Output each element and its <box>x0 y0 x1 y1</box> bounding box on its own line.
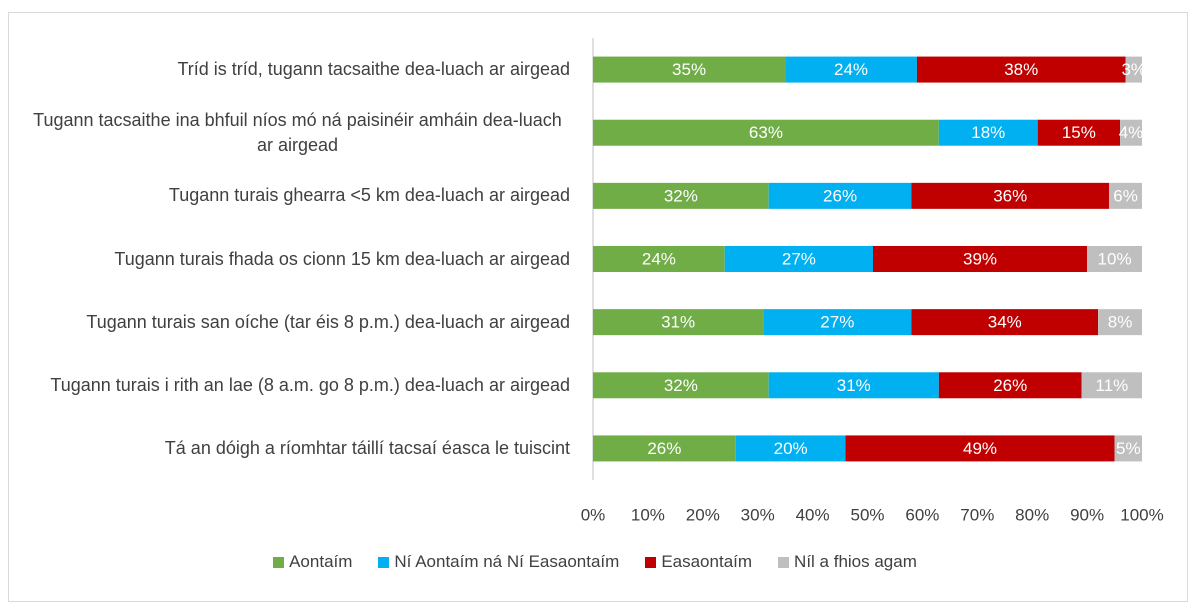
x-tick-label: 30% <box>741 505 775 524</box>
category-label: Tugann turais ghearra <5 km dea-luach ar… <box>169 166 570 226</box>
bar-segment <box>1120 119 1142 146</box>
x-tick-label: 70% <box>960 505 994 524</box>
bar-segment <box>593 246 725 272</box>
bar-segment <box>768 372 939 399</box>
data-label: 49% <box>963 439 997 458</box>
data-label: 20% <box>774 439 808 458</box>
bar-segment <box>911 309 1099 336</box>
bar-segment <box>872 246 1088 272</box>
data-label: 6% <box>1113 186 1138 205</box>
bar-segment <box>735 435 846 462</box>
bar-segment <box>593 372 769 399</box>
data-label: 35% <box>672 60 706 79</box>
data-label: 27% <box>782 249 816 268</box>
data-label: 31% <box>837 376 871 395</box>
category-text: Tugann turais ghearra <5 km dea-luach ar… <box>168 185 570 206</box>
category-label: Tríd is tríd, tugann tacsaithe dea-luach… <box>177 40 570 100</box>
x-tick-label: 10% <box>631 505 665 524</box>
bar-segment <box>1125 56 1142 83</box>
bar-segment <box>1081 372 1142 399</box>
x-tick-label: 40% <box>796 505 830 524</box>
data-label: 63% <box>749 123 783 142</box>
legend-item: Easaontaím <box>645 552 752 572</box>
data-label: 5% <box>1116 439 1141 458</box>
category-label: Tugann turais san oíche (tar éis 8 p.m.)… <box>86 292 570 352</box>
legend-swatch <box>778 556 790 568</box>
bar-segment <box>916 56 1126 83</box>
legend-item: Aontaím <box>273 552 352 572</box>
data-label: 36% <box>993 186 1027 205</box>
legend: Aontaím Ní Aontaím ná Ní Easaontaím Easaon… <box>0 552 1190 572</box>
data-label: 10% <box>1098 249 1132 268</box>
data-label: 24% <box>642 249 676 268</box>
category-text: Tá an dóigh a ríomhtar táillí tacsaí éas… <box>164 437 570 458</box>
x-tick-label: 0% <box>581 505 606 524</box>
data-label: 15% <box>1062 123 1096 142</box>
category-label: Tugann turais fhada os cionn 15 km dea-l… <box>114 229 570 289</box>
x-tick-label: 20% <box>686 505 720 524</box>
category-label: Tugann turais i rith an lae (8 a.m. go 8… <box>50 355 570 415</box>
data-label: 31% <box>661 313 695 332</box>
category-text: Tugann turais san oíche (tar éis 8 p.m.)… <box>86 311 570 332</box>
bar-segment <box>1037 119 1121 146</box>
bar-segment <box>593 56 786 83</box>
x-tick-label: 100% <box>1120 505 1163 524</box>
data-label: 27% <box>820 313 854 332</box>
data-label: 24% <box>834 60 868 79</box>
bar-segment <box>1098 309 1142 336</box>
category-text: Tugann turais fhada os cionn 15 km dea-l… <box>114 248 570 269</box>
legend-label: Níl a fhios agam <box>794 552 917 571</box>
bar-segment <box>724 246 873 272</box>
bar-segment <box>593 119 939 146</box>
legend-swatch <box>645 556 657 568</box>
bar-segment <box>593 309 764 336</box>
legend-swatch <box>273 556 285 568</box>
bar-segment <box>938 372 1082 399</box>
legend-label: Ní Aontaím ná Ní Easaontaím <box>394 552 620 571</box>
data-label: 32% <box>664 186 698 205</box>
x-tick-label: 50% <box>850 505 884 524</box>
bar-segment <box>1114 435 1142 462</box>
bar-segment <box>785 56 917 83</box>
bar-segment <box>768 182 912 209</box>
x-tick-label: 80% <box>1015 505 1049 524</box>
category-text: Tríd is tríd, tugann tacsaithe dea-luach… <box>177 59 570 80</box>
bar-segment <box>938 119 1038 146</box>
data-label: 18% <box>971 123 1005 142</box>
bar-segment <box>911 182 1110 209</box>
legend-label: Aontaím <box>289 552 353 571</box>
category-text: Tugann tacsaithe ina bhfuil níos mó ná p… <box>33 109 562 155</box>
bar-segment <box>1087 246 1142 272</box>
data-label: 8% <box>1108 313 1133 332</box>
data-label: 26% <box>993 376 1027 395</box>
category-label: Tugann tacsaithe ina bhfuil níos mó ná p… <box>25 103 570 163</box>
legend-swatch <box>378 556 390 568</box>
data-label: 26% <box>823 186 857 205</box>
data-label: 3% <box>1121 60 1146 79</box>
bar-segment <box>763 309 912 336</box>
bar-segment <box>845 435 1115 462</box>
x-tick-label: 60% <box>905 505 939 524</box>
category-text: Tugann turais i rith an lae (8 a.m. go 8… <box>50 374 570 395</box>
category-label: Tá an dóigh a ríomhtar táillí tacsaí éas… <box>165 418 570 478</box>
legend-label: Easaontaím <box>661 552 753 571</box>
legend-item: Ní Aontaím ná Ní Easaontaím <box>378 552 619 572</box>
bar-segment <box>1109 182 1142 209</box>
data-label: 39% <box>963 249 997 268</box>
data-label: 38% <box>1004 60 1038 79</box>
legend-item: Níl a fhios agam <box>778 552 917 572</box>
data-label: 11% <box>1095 376 1128 395</box>
data-label: 26% <box>647 439 681 458</box>
bar-segment <box>593 435 736 462</box>
bar-segment <box>593 182 769 209</box>
data-label: 32% <box>664 376 698 395</box>
data-label: 4% <box>1119 123 1144 142</box>
data-label: 34% <box>988 313 1022 332</box>
x-tick-label: 90% <box>1070 505 1104 524</box>
